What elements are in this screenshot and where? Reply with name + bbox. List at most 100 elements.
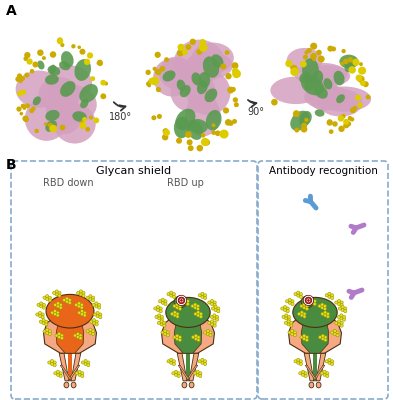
Circle shape <box>323 307 327 310</box>
Circle shape <box>318 304 321 308</box>
Circle shape <box>343 119 349 125</box>
Circle shape <box>199 374 202 378</box>
Circle shape <box>300 336 303 339</box>
Circle shape <box>291 302 294 306</box>
Circle shape <box>346 121 351 126</box>
Circle shape <box>299 360 303 363</box>
Circle shape <box>151 115 156 120</box>
Circle shape <box>29 108 34 113</box>
Ellipse shape <box>174 40 225 84</box>
Circle shape <box>83 311 86 314</box>
Circle shape <box>300 314 303 317</box>
Circle shape <box>178 297 185 304</box>
Circle shape <box>232 119 237 124</box>
Circle shape <box>160 323 163 326</box>
Circle shape <box>340 317 343 320</box>
Circle shape <box>324 314 327 317</box>
Circle shape <box>198 294 201 297</box>
Circle shape <box>176 296 186 305</box>
Circle shape <box>321 334 324 337</box>
Circle shape <box>80 303 83 306</box>
Circle shape <box>158 317 161 320</box>
Circle shape <box>22 116 29 122</box>
Circle shape <box>163 324 166 327</box>
Circle shape <box>228 120 233 126</box>
Ellipse shape <box>16 70 62 108</box>
Circle shape <box>286 310 289 313</box>
Circle shape <box>285 314 288 317</box>
Circle shape <box>24 117 29 122</box>
Circle shape <box>201 138 209 146</box>
Circle shape <box>92 319 95 322</box>
Circle shape <box>303 54 308 59</box>
Circle shape <box>176 334 179 337</box>
Circle shape <box>92 330 95 333</box>
Circle shape <box>50 51 56 58</box>
Circle shape <box>350 107 356 113</box>
Circle shape <box>299 372 302 375</box>
Ellipse shape <box>37 60 44 70</box>
Circle shape <box>157 321 160 324</box>
Circle shape <box>71 44 75 48</box>
Circle shape <box>285 321 287 324</box>
Circle shape <box>204 294 207 297</box>
Circle shape <box>79 293 83 296</box>
Circle shape <box>42 306 46 309</box>
Circle shape <box>338 115 344 122</box>
Circle shape <box>286 307 289 310</box>
Circle shape <box>95 320 98 323</box>
Circle shape <box>211 123 216 127</box>
Circle shape <box>338 323 341 326</box>
Circle shape <box>204 360 207 363</box>
Circle shape <box>80 306 83 309</box>
Text: Glycan shield: Glycan shield <box>96 166 172 176</box>
Ellipse shape <box>50 65 56 74</box>
Circle shape <box>213 304 216 307</box>
Circle shape <box>68 301 71 304</box>
Circle shape <box>365 94 371 100</box>
Circle shape <box>210 300 213 302</box>
Ellipse shape <box>303 65 350 87</box>
Circle shape <box>194 306 197 309</box>
Circle shape <box>164 302 167 306</box>
Circle shape <box>148 80 152 84</box>
Circle shape <box>170 358 173 361</box>
Polygon shape <box>313 353 317 381</box>
Circle shape <box>35 129 39 133</box>
Ellipse shape <box>309 382 314 388</box>
Circle shape <box>84 360 87 362</box>
Circle shape <box>57 373 60 376</box>
Circle shape <box>43 296 46 299</box>
Ellipse shape <box>45 110 60 121</box>
Circle shape <box>176 312 179 316</box>
Circle shape <box>271 99 278 106</box>
Circle shape <box>210 315 213 318</box>
Circle shape <box>96 314 99 318</box>
Circle shape <box>291 300 294 303</box>
Circle shape <box>209 334 212 337</box>
Circle shape <box>343 58 349 64</box>
Circle shape <box>294 128 299 132</box>
Circle shape <box>341 308 344 312</box>
Circle shape <box>90 320 93 323</box>
Circle shape <box>178 304 182 308</box>
Circle shape <box>232 69 241 78</box>
Circle shape <box>329 129 334 134</box>
Ellipse shape <box>206 110 222 130</box>
Circle shape <box>89 328 92 331</box>
Circle shape <box>324 336 327 339</box>
Circle shape <box>340 301 343 304</box>
Circle shape <box>291 332 294 336</box>
Circle shape <box>214 306 217 308</box>
Circle shape <box>196 307 200 310</box>
Circle shape <box>30 69 34 74</box>
Circle shape <box>58 336 61 338</box>
Ellipse shape <box>39 77 80 112</box>
Ellipse shape <box>286 48 322 73</box>
Circle shape <box>173 295 175 298</box>
Circle shape <box>313 302 316 306</box>
Circle shape <box>217 310 220 313</box>
Circle shape <box>187 139 193 145</box>
Polygon shape <box>189 353 199 381</box>
Circle shape <box>210 302 213 306</box>
